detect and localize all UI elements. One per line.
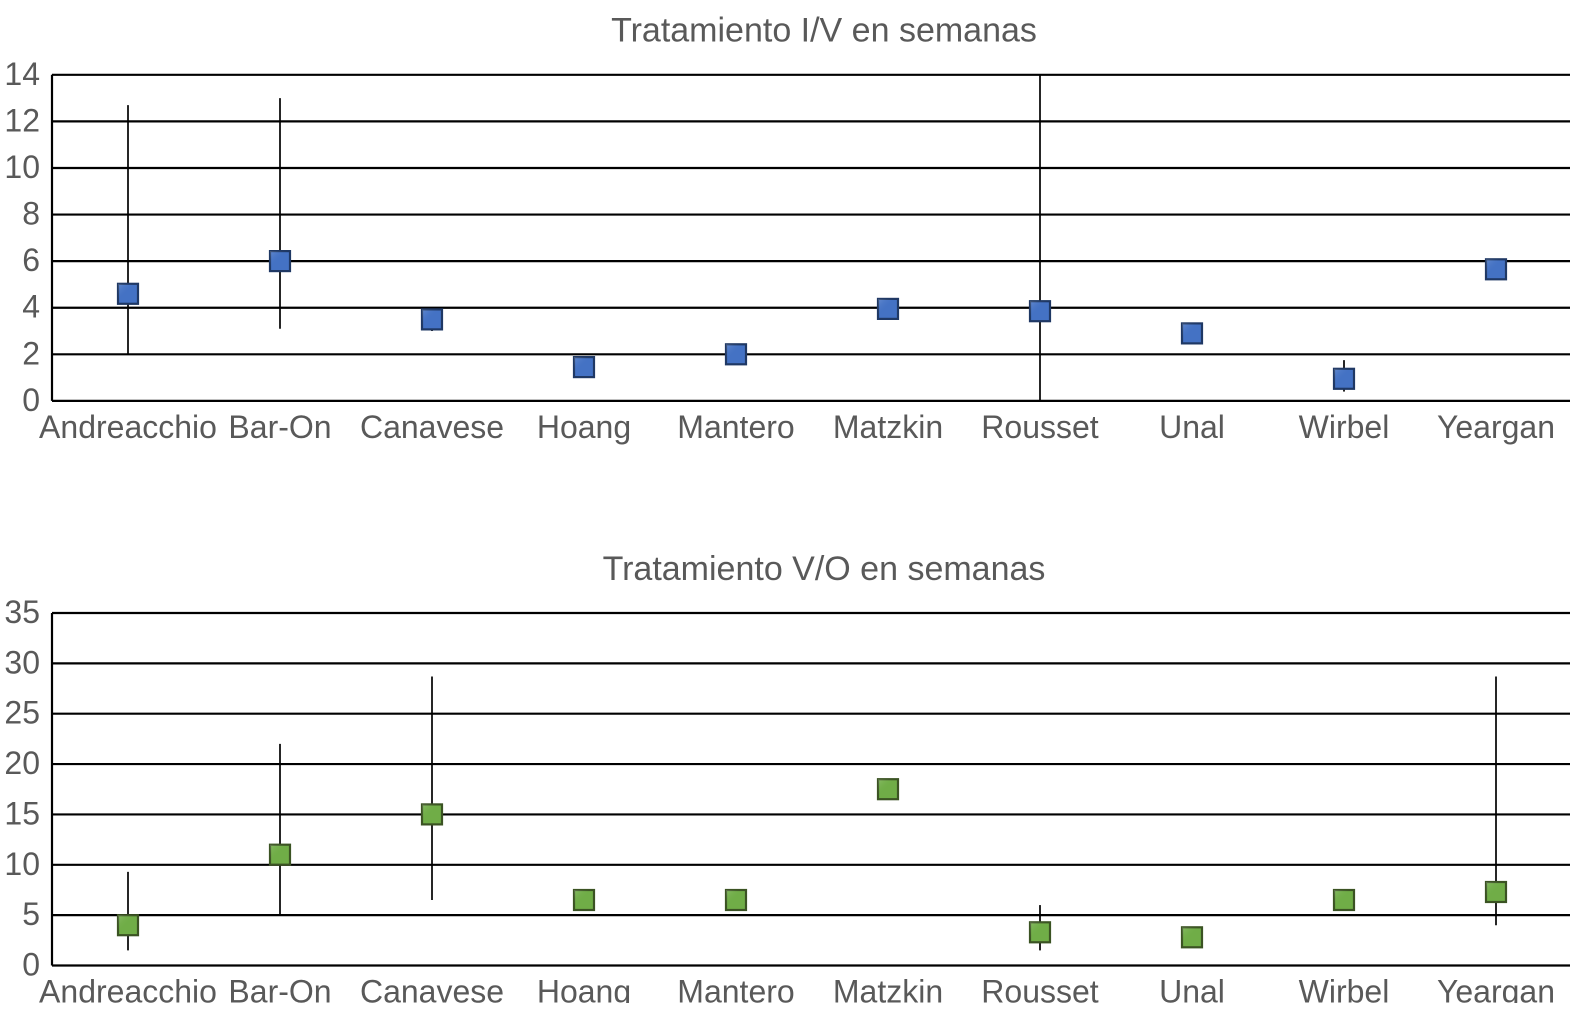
svg-text:Matzkin: Matzkin [833, 409, 943, 445]
svg-text:Wirbel: Wirbel [1299, 409, 1390, 445]
svg-text:15: 15 [4, 795, 40, 831]
svg-text:25: 25 [4, 695, 40, 731]
svg-text:Wirbel: Wirbel [1299, 974, 1390, 1004]
svg-text:0: 0 [22, 382, 40, 418]
svg-text:Tratamiento I/V en semanas: Tratamiento I/V en semanas [611, 12, 1037, 50]
svg-text:Yeargan: Yeargan [1437, 974, 1555, 1004]
svg-text:Yeargan: Yeargan [1437, 409, 1555, 445]
svg-text:Canavese: Canavese [360, 974, 504, 1004]
svg-text:Tratamiento V/O en semanas: Tratamiento V/O en semanas [603, 553, 1046, 588]
svg-text:Unal: Unal [1159, 974, 1225, 1004]
svg-text:12: 12 [4, 102, 40, 138]
svg-text:Bar-On: Bar-On [228, 409, 331, 445]
svg-text:Rousset: Rousset [981, 974, 1099, 1004]
svg-text:0: 0 [22, 947, 40, 983]
svg-text:Mantero: Mantero [677, 409, 794, 445]
svg-text:Hoang: Hoang [537, 409, 631, 445]
svg-text:Matzkin: Matzkin [833, 974, 943, 1004]
svg-text:Rousset: Rousset [981, 409, 1099, 445]
svg-text:14: 14 [4, 56, 40, 92]
svg-text:30: 30 [4, 644, 40, 680]
svg-text:2: 2 [22, 335, 40, 371]
svg-text:4: 4 [22, 289, 40, 325]
svg-text:Canavese: Canavese [360, 409, 504, 445]
svg-text:35: 35 [4, 594, 40, 630]
svg-text:10: 10 [4, 149, 40, 185]
svg-text:6: 6 [22, 242, 40, 278]
svg-text:Mantero: Mantero [677, 974, 794, 1004]
svg-text:5: 5 [22, 896, 40, 932]
svg-text:8: 8 [22, 196, 40, 232]
svg-text:Andreacchio: Andreacchio [39, 409, 217, 445]
svg-text:20: 20 [4, 745, 40, 781]
svg-text:Bar-On: Bar-On [228, 974, 331, 1004]
svg-text:Andreacchio: Andreacchio [39, 974, 217, 1004]
svg-text:Hoang: Hoang [537, 974, 631, 1004]
svg-text:10: 10 [4, 846, 40, 882]
svg-text:Unal: Unal [1159, 409, 1225, 445]
